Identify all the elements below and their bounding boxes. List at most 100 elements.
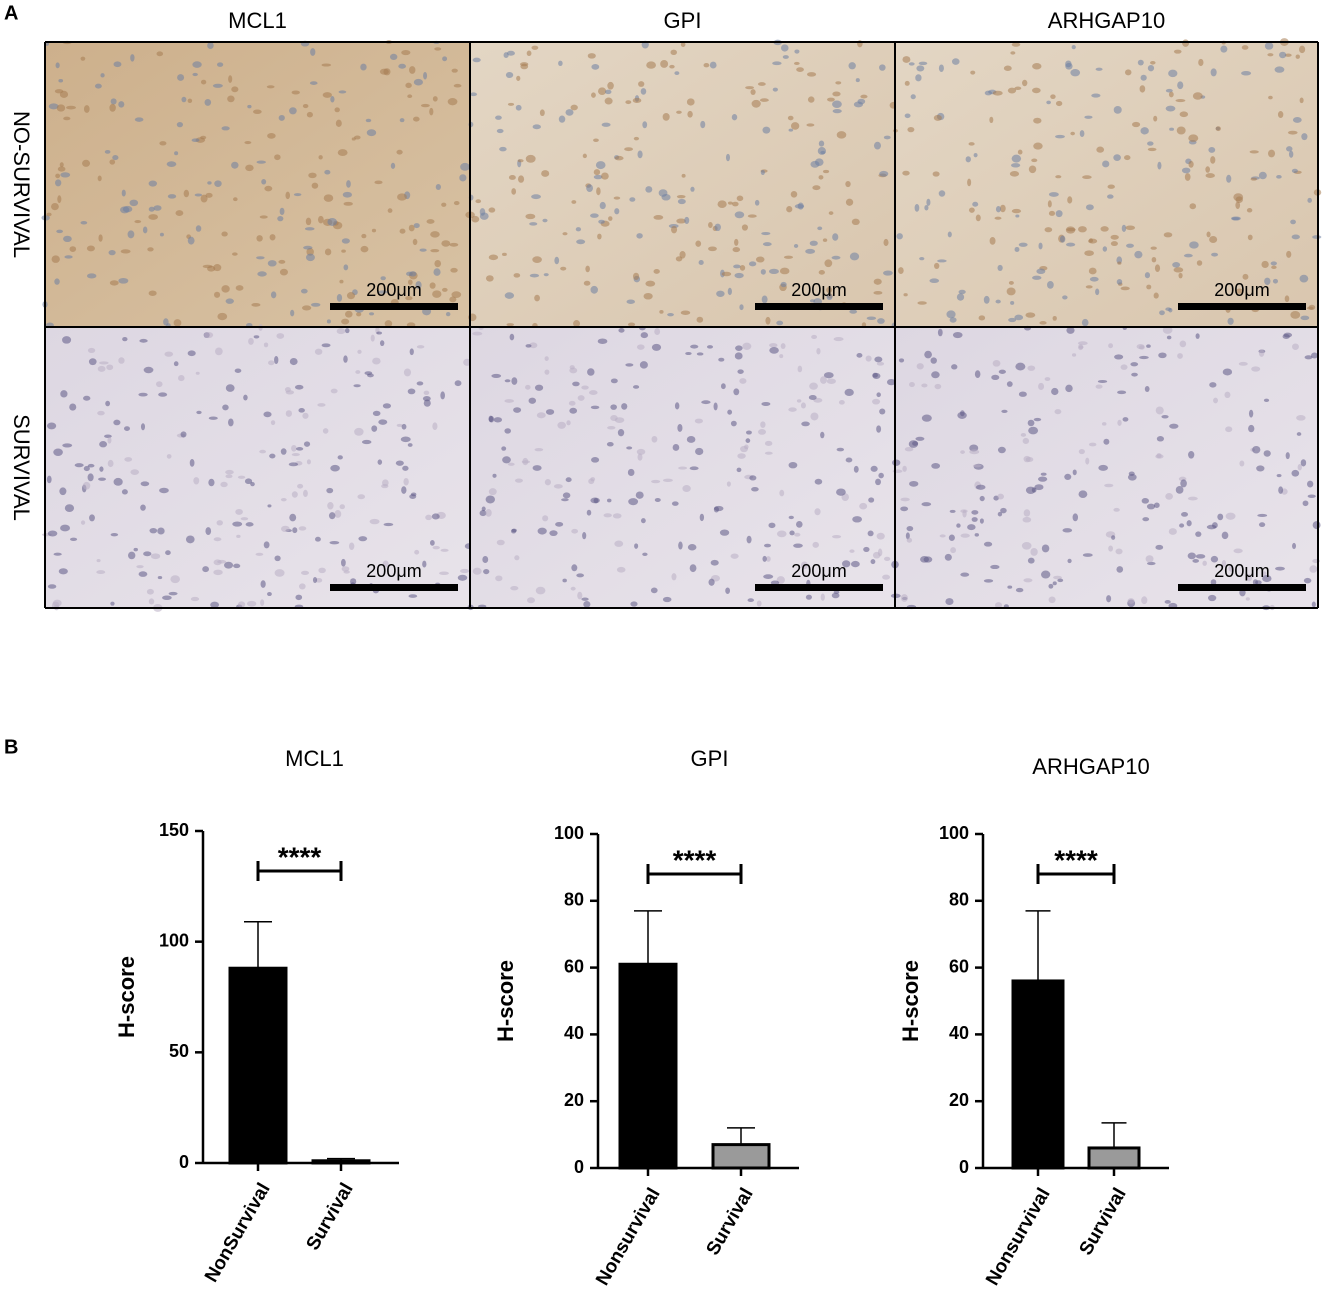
cell-nucleus: [193, 477, 200, 485]
cell-nucleus: [1308, 304, 1316, 310]
cell-nucleus: [109, 159, 116, 165]
cell-nucleus: [168, 591, 178, 596]
cell-nucleus: [687, 543, 697, 551]
cell-nucleus: [1085, 457, 1090, 465]
cell-nucleus: [1006, 287, 1016, 296]
cell-nucleus: [1205, 166, 1210, 173]
cell-nucleus: [787, 115, 794, 121]
cell-nucleus: [251, 302, 261, 307]
cell-nucleus: [1165, 88, 1173, 93]
cell-nucleus: [744, 444, 749, 450]
cell-nucleus: [727, 409, 733, 415]
cell-nucleus: [46, 422, 57, 430]
cell-nucleus: [515, 104, 522, 111]
cell-nucleus: [713, 402, 718, 411]
cell-nucleus: [651, 435, 658, 443]
cell-nucleus: [914, 203, 920, 212]
cell-nucleus: [1067, 558, 1072, 564]
cell-nucleus: [322, 92, 332, 98]
cell-nucleus: [983, 541, 993, 547]
cell-nucleus: [233, 563, 241, 569]
cell-nucleus: [48, 103, 59, 110]
cell-nucleus: [306, 111, 313, 118]
cell-nucleus: [279, 207, 285, 216]
y-tick-label: 0: [574, 1157, 584, 1177]
cell-nucleus: [676, 218, 686, 224]
cell-nucleus: [122, 205, 133, 213]
cell-nucleus: [734, 352, 743, 360]
cell-nucleus: [228, 418, 234, 427]
cell-nucleus: [763, 543, 772, 548]
cell-nucleus: [924, 205, 929, 211]
cell-nucleus: [832, 233, 839, 241]
cell-nucleus: [396, 423, 403, 427]
cell-nucleus: [471, 215, 480, 223]
cell-nucleus: [562, 492, 571, 499]
cell-nucleus: [921, 414, 932, 422]
cell-nucleus: [960, 572, 970, 577]
cell-nucleus: [1095, 384, 1103, 389]
cell-nucleus: [430, 231, 440, 238]
cell-nucleus: [1059, 235, 1066, 243]
cell-nucleus: [645, 186, 653, 193]
cell-nucleus: [503, 52, 509, 59]
cell-nucleus: [121, 489, 128, 495]
cell-nucleus: [1302, 500, 1309, 507]
cell-nucleus: [651, 343, 662, 351]
cell-nucleus: [1108, 545, 1114, 552]
cell-nucleus: [318, 155, 323, 160]
cell-nucleus: [1150, 61, 1156, 65]
cell-nucleus: [1113, 106, 1122, 114]
cell-nucleus: [608, 216, 613, 221]
cell-nucleus: [1275, 566, 1285, 571]
cell-nucleus: [898, 358, 905, 363]
cell-nucleus: [237, 601, 246, 608]
cell-nucleus: [598, 87, 607, 95]
cell-nucleus: [166, 161, 177, 168]
cell-nucleus: [1046, 100, 1051, 105]
cell-nucleus: [883, 135, 891, 140]
cell-nucleus: [378, 290, 388, 294]
cell-nucleus: [542, 515, 549, 522]
cell-nucleus: [676, 110, 682, 114]
cell-nucleus: [681, 173, 686, 178]
cell-nucleus: [64, 255, 73, 259]
cell-nucleus: [596, 187, 601, 196]
cell-nucleus: [671, 573, 677, 581]
cell-nucleus: [244, 478, 253, 485]
cell-nucleus: [915, 74, 922, 82]
cell-nucleus: [570, 104, 578, 111]
cell-nucleus: [165, 550, 171, 556]
cell-nucleus: [364, 371, 373, 376]
cell-nucleus: [328, 512, 336, 520]
cell-nucleus: [960, 410, 965, 417]
cell-nucleus: [1145, 555, 1154, 563]
cell-nucleus: [627, 322, 636, 327]
cell-nucleus: [269, 234, 276, 241]
cell-nucleus: [1117, 419, 1122, 426]
x-tick-label: Nonsurvival: [592, 1185, 665, 1290]
cell-nucleus: [187, 350, 196, 357]
cell-nucleus: [958, 289, 966, 295]
cell-nucleus: [708, 246, 717, 252]
cell-nucleus: [1072, 513, 1079, 522]
cell-nucleus: [883, 270, 893, 276]
cell-nucleus: [236, 534, 241, 538]
cell-nucleus: [1225, 426, 1233, 433]
cell-nucleus: [139, 338, 148, 343]
cell-nucleus: [87, 473, 94, 482]
cell-nucleus: [86, 245, 95, 252]
cell-nucleus: [674, 71, 680, 76]
cell-nucleus: [1041, 570, 1051, 579]
chart-title: MCL1: [285, 746, 344, 771]
cell-nucleus: [541, 170, 550, 177]
cell-nucleus: [1147, 141, 1154, 146]
cell-nucleus: [344, 328, 350, 334]
cell-nucleus: [822, 169, 830, 174]
cell-nucleus: [488, 488, 497, 496]
cell-nucleus: [1272, 278, 1279, 284]
cell-nucleus: [395, 460, 404, 466]
cell-nucleus: [838, 400, 845, 405]
cell-nucleus: [836, 488, 846, 496]
cell-nucleus: [761, 231, 771, 236]
